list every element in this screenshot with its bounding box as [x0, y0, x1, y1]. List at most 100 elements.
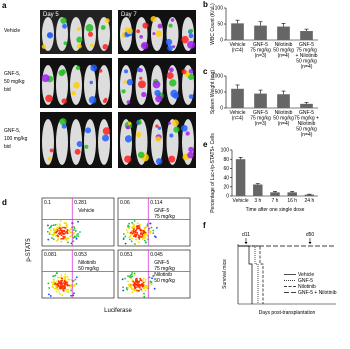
- event-dot: [66, 291, 69, 294]
- event-dot: [52, 238, 55, 241]
- signal: [155, 124, 159, 128]
- event-dot: [77, 220, 79, 223]
- event-dot: [131, 232, 134, 235]
- event-dot: [77, 235, 80, 238]
- event-dot: [126, 231, 129, 234]
- signal: [155, 30, 163, 37]
- event-dot: [137, 241, 140, 244]
- signal: [181, 69, 187, 75]
- signal: [49, 148, 54, 153]
- event-dot: [75, 234, 78, 236]
- signal: [73, 81, 80, 89]
- y-tick-label: 50: [217, 22, 223, 28]
- event-dot: [150, 226, 153, 229]
- event-dot: [48, 231, 51, 234]
- panel-label: f: [203, 221, 206, 230]
- event-dot: [57, 284, 60, 287]
- event-dot: [136, 289, 138, 292]
- event-dot: [154, 236, 157, 238]
- event-dot: [139, 233, 142, 235]
- event-dot: [67, 288, 69, 291]
- event-dot: [137, 281, 139, 284]
- event-dot: [138, 238, 141, 240]
- flow-plot: [117, 249, 191, 299]
- event-dot: [61, 232, 64, 234]
- x-tick-label: (n=4): [278, 121, 290, 127]
- signal: [188, 68, 194, 74]
- time-mark: d11: [242, 232, 250, 238]
- event-dot: [128, 276, 131, 278]
- event-dot: [59, 293, 62, 295]
- signal: [71, 90, 76, 96]
- event-dot: [142, 229, 144, 232]
- event-dot: [148, 276, 151, 279]
- signal: [180, 124, 188, 132]
- legend-label: Vehicle: [298, 272, 314, 278]
- event-dot: [133, 281, 136, 284]
- event-dot: [53, 233, 56, 235]
- event-dot: [56, 287, 59, 290]
- event-dot: [144, 289, 147, 292]
- event-dot: [68, 284, 70, 287]
- x-tick-label: Nilotinib: [275, 110, 293, 116]
- signal: [152, 80, 161, 89]
- signal: [138, 68, 143, 73]
- y-tick-label: 40: [223, 175, 229, 181]
- signal: [169, 133, 174, 138]
- x-axis-label: Luciferase: [104, 308, 132, 314]
- event-dot: [130, 233, 133, 236]
- plot-label: GNF-5: [154, 208, 169, 214]
- event-dot: [72, 294, 75, 297]
- signal: [102, 127, 111, 135]
- event-dot: [73, 235, 76, 238]
- signal: [46, 32, 54, 39]
- signal: [139, 76, 143, 80]
- signal: [84, 144, 89, 149]
- event-dot: [51, 285, 54, 288]
- panel-label: c: [203, 67, 208, 76]
- event-dot: [132, 288, 135, 291]
- event-dot: [143, 235, 146, 238]
- event-dot: [127, 275, 129, 277]
- event-dot: [59, 223, 61, 226]
- y-tick-label: 80: [223, 157, 229, 163]
- event-dot: [142, 277, 145, 280]
- event-dot: [153, 287, 156, 290]
- event-dot: [135, 238, 138, 241]
- event-dot: [55, 230, 58, 233]
- signal: [152, 32, 156, 36]
- mouse: [120, 119, 132, 165]
- signal: [84, 127, 92, 134]
- signal: [63, 41, 68, 46]
- event-dot: [66, 284, 69, 287]
- x-tick-label: 50 mg/kg: [273, 48, 294, 54]
- signal: [157, 23, 163, 29]
- event-dot: [141, 238, 144, 241]
- event-dot: [127, 224, 129, 227]
- signal: [85, 24, 94, 32]
- event-dot: [131, 227, 134, 229]
- event-dot: [54, 274, 57, 277]
- y-tick-label: 20: [223, 185, 229, 191]
- mouse: [56, 119, 68, 165]
- event-dot: [122, 233, 125, 235]
- x-tick-label: Nilotinib: [298, 121, 316, 127]
- event-dot: [121, 278, 124, 281]
- event-dot: [56, 272, 59, 275]
- event-dot: [47, 224, 49, 227]
- event-dot: [72, 229, 75, 231]
- event-dot: [141, 285, 144, 288]
- day-label: Day 5: [43, 12, 59, 18]
- event-dot: [60, 240, 63, 243]
- x-tick-label: 3 h: [254, 198, 261, 204]
- signal: [124, 135, 133, 143]
- signal: [166, 72, 174, 80]
- event-dot: [66, 283, 69, 286]
- y-tick-label: 100: [215, 6, 224, 12]
- row-label: GNF-5,: [4, 71, 20, 77]
- signal: [60, 17, 67, 24]
- signal: [155, 95, 163, 103]
- event-dot: [70, 284, 73, 286]
- event-dot: [130, 288, 133, 290]
- mouse: [120, 65, 132, 105]
